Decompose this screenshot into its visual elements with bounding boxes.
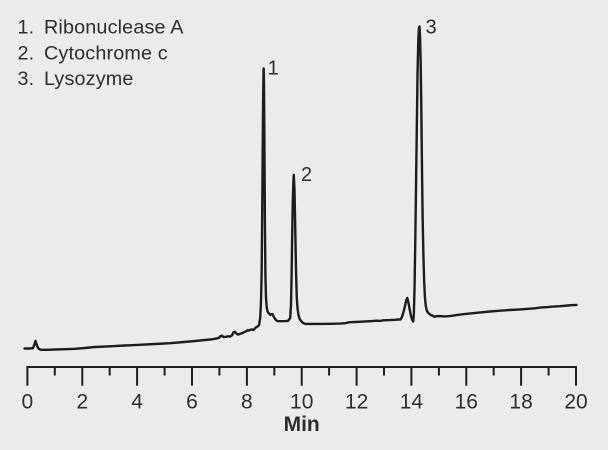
svg-text:14: 14 [400,391,424,414]
svg-text:Min: Min [284,413,320,436]
svg-text:16: 16 [455,391,478,414]
svg-text:10: 10 [290,391,313,414]
svg-text:20: 20 [564,391,587,414]
svg-text:Cytochrome c: Cytochrome c [44,42,168,64]
svg-text:1.: 1. [18,17,35,39]
svg-text:3: 3 [425,16,436,38]
svg-text:Lysozyme: Lysozyme [44,68,134,90]
svg-text:2: 2 [76,391,88,414]
svg-text:0: 0 [22,391,34,414]
svg-text:1: 1 [268,58,279,80]
svg-text:8: 8 [241,391,253,414]
svg-text:12: 12 [345,391,368,414]
svg-text:18: 18 [509,391,532,414]
svg-text:4: 4 [131,391,143,414]
svg-text:Ribonuclease A: Ribonuclease A [44,17,184,39]
svg-text:2: 2 [301,164,312,186]
svg-text:3.: 3. [18,68,35,90]
svg-text:6: 6 [186,391,198,414]
svg-text:2.: 2. [18,42,35,64]
